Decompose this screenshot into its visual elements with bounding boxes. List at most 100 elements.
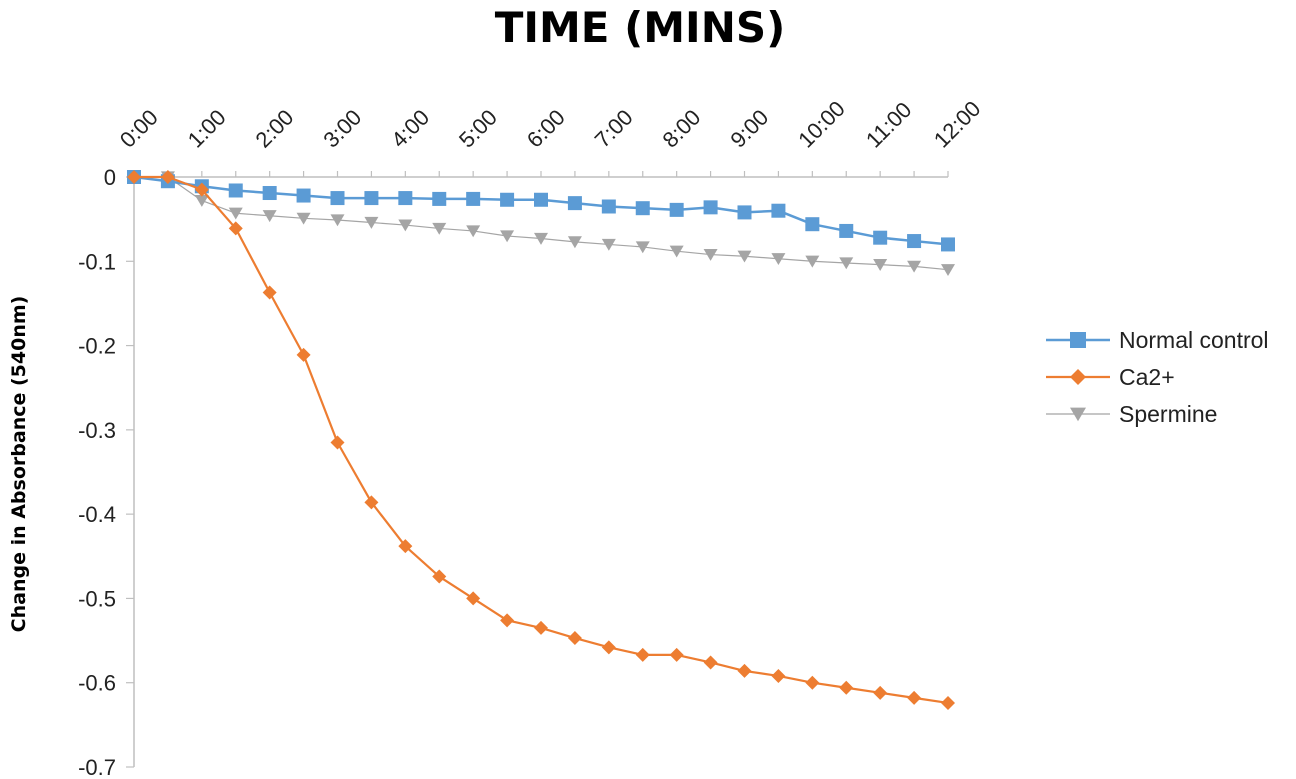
data-point-ca2 (534, 620, 548, 635)
y-tick-label: -0.6 (78, 671, 116, 696)
data-point-normal-control (635, 201, 650, 216)
x-tick-label: 11:00 (861, 97, 916, 152)
data-point-normal-control (534, 192, 548, 207)
data-point-normal-control (432, 191, 447, 206)
legend-item-spermine: Spermine (1046, 401, 1217, 427)
data-point-normal-control (941, 237, 955, 252)
x-tick-label: 5:00 (454, 105, 502, 153)
data-point-spermine (805, 255, 820, 268)
legend: Normal control Ca2+ Spermine (1046, 327, 1269, 427)
data-point-ca2 (907, 690, 922, 705)
data-point-spermine (228, 207, 243, 220)
y-tick-label: -0.5 (78, 586, 116, 611)
legend-item-normal-control: Normal control (1046, 327, 1269, 353)
data-point-normal-control (500, 192, 515, 207)
data-point-ca2 (839, 680, 854, 695)
data-point-ca2 (873, 685, 888, 700)
data-point-ca2 (262, 285, 277, 300)
x-tick-label: 9:00 (725, 105, 773, 153)
x-axis-ticks: 0:00 1:00 2:00 3:00 4:00 5:00 6:00 7:00 8:00 9:00… (115, 96, 986, 177)
legend-label: Ca2+ (1119, 364, 1175, 390)
data-point-spermine (500, 230, 515, 243)
data-point-normal-control (296, 188, 311, 203)
data-point-ca2 (805, 675, 820, 690)
x-tick-label: 10:00 (793, 96, 850, 153)
data-point-normal-control (262, 186, 277, 201)
data-point-spermine (703, 248, 718, 261)
legend-swatch-marker (1070, 369, 1086, 385)
y-tick-label: -0.3 (78, 418, 116, 443)
data-point-normal-control (873, 230, 888, 245)
data-point-ca2 (330, 435, 345, 450)
data-point-normal-control (364, 191, 379, 206)
data-point-ca2 (160, 170, 175, 184)
x-tick-label: 12:00 (929, 96, 986, 153)
data-point-spermine (873, 259, 888, 271)
series-spermine (127, 171, 955, 277)
data-point-spermine (567, 236, 582, 249)
data-point-spermine (330, 214, 345, 227)
data-point-ca2 (228, 221, 243, 236)
data-point-spermine (907, 260, 922, 273)
data-point-ca2 (635, 647, 650, 662)
legend-label: Normal control (1119, 327, 1269, 353)
data-point-ca2 (398, 539, 413, 554)
x-tick-label: 0:00 (115, 105, 163, 153)
series-normal-control (127, 170, 955, 252)
y-axis-label: Change in Absorbance (540nm) (8, 296, 30, 633)
y-tick-label: -0.7 (78, 755, 116, 779)
data-point-ca2 (941, 695, 955, 710)
data-point-normal-control (669, 202, 684, 217)
x-tick-label: 3:00 (318, 105, 366, 153)
y-tick-label: -0.4 (78, 502, 116, 527)
series-layer (127, 170, 955, 710)
data-point-spermine (296, 212, 311, 225)
data-point-ca2 (669, 647, 684, 662)
data-point-normal-control (737, 205, 752, 220)
data-point-ca2 (364, 495, 379, 510)
data-point-normal-control (601, 199, 616, 214)
data-point-ca2 (194, 182, 209, 197)
data-point-normal-control (466, 191, 481, 206)
data-point-normal-control (567, 196, 582, 211)
y-tick-label: -0.1 (78, 249, 116, 274)
x-tick-label: 7:00 (590, 105, 638, 153)
legend-item-ca2: Ca2+ (1046, 364, 1175, 390)
data-point-spermine (941, 264, 955, 277)
data-point-ca2 (432, 569, 447, 584)
data-point-spermine (262, 210, 277, 223)
x-tick-label: 8:00 (658, 105, 706, 153)
data-point-spermine (601, 238, 616, 251)
data-point-spermine (398, 219, 413, 232)
data-point-normal-control (839, 223, 854, 238)
data-point-spermine (839, 257, 854, 270)
data-point-ca2 (296, 347, 311, 362)
y-axis-ticks: 0 -0.1 -0.2 -0.3 -0.4 -0.5 -0.6 -0.7 (78, 165, 134, 779)
data-point-spermine (737, 250, 752, 263)
x-tick-label: 2:00 (251, 105, 299, 153)
legend-swatch-marker (1070, 407, 1086, 422)
data-point-ca2 (466, 591, 481, 606)
data-point-ca2 (127, 170, 141, 184)
data-point-ca2 (567, 631, 582, 646)
legend-swatch-marker (1070, 332, 1086, 348)
data-point-normal-control (398, 191, 413, 206)
y-tick-label: 0 (104, 165, 116, 190)
x-tick-label: 6:00 (522, 105, 570, 153)
series-ca2 (127, 170, 955, 710)
data-point-normal-control (907, 234, 922, 249)
data-point-spermine (669, 245, 684, 258)
data-point-spermine (534, 232, 548, 245)
data-point-ca2 (703, 655, 718, 670)
data-point-ca2 (771, 668, 786, 683)
data-point-ca2 (601, 640, 616, 655)
legend-label: Spermine (1119, 401, 1217, 427)
data-point-spermine (771, 253, 786, 266)
data-point-normal-control (771, 203, 786, 218)
data-point-ca2 (500, 613, 515, 628)
data-point-ca2 (737, 663, 752, 678)
chart-title: TIME (MINS) (495, 3, 786, 52)
data-point-normal-control (805, 217, 820, 232)
data-point-spermine (364, 216, 379, 229)
